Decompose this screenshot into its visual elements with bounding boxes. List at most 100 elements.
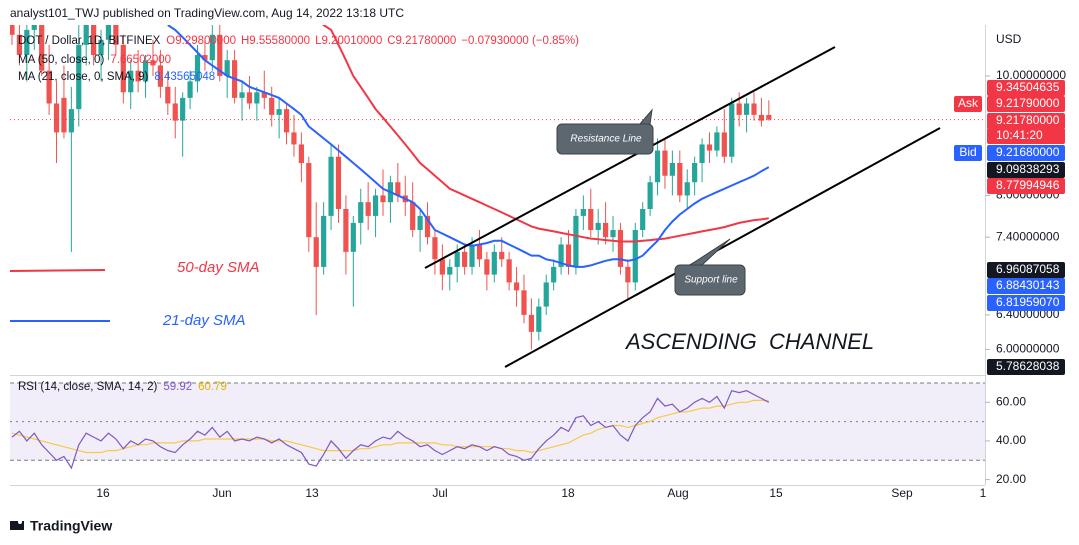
x-tick-label: 18 [561,486,575,500]
ma50-value: 7.66502000 [110,54,171,66]
rsi-legend: RSI (14, close, SMA, 14, 2) 59.92 60.79 [18,381,227,393]
candle-body [24,29,30,56]
symbol: DOT / Dollar, 1D, BITFINEX [18,35,161,47]
candle-body [521,290,527,315]
price-tag [987,359,1065,375]
candle-body [269,97,275,115]
candle-body [61,97,67,133]
candle-body [528,314,534,332]
candle-body [31,25,37,30]
x-tick-label: 1 [980,486,987,500]
price-tag [987,278,1065,294]
candle-body [469,244,475,267]
candle-body [194,55,201,82]
ma50-legend: MA (50, close, 0) 7.66502000 [18,54,171,66]
price-tag-label: 6.96087058 [996,262,1060,276]
y-tick-label: 10.00000000 [996,68,1066,82]
candle-body [187,81,193,98]
candle-body [291,132,297,145]
candle-body [617,229,624,267]
candle-body [543,282,549,307]
candle-body [83,25,89,45]
candle-body [476,244,483,260]
candle-body [625,266,631,283]
candle-body [39,25,45,71]
candle-body [53,103,60,133]
candle-body [766,114,772,120]
resistance-label: Resistance Line [570,134,642,145]
candle-body [246,92,253,104]
candle-body [202,55,208,61]
x-tick-label: Aug [667,486,688,500]
candle-body [484,259,490,275]
price-tag-label: 9.21780000 [996,113,1060,127]
rsi-value: 59.92 [163,381,192,393]
price-tag-label: 9.09838293 [996,162,1060,176]
price-tag [987,145,1065,161]
side-tag [954,145,982,161]
candle-body [573,215,579,267]
candle-body [632,229,638,283]
tv-logo [10,520,24,530]
candle-body [721,132,727,157]
price-tag-label: 6.88430143 [996,278,1060,292]
candle-body [10,25,15,35]
price-tag-label: 9.34504635 [996,80,1060,94]
resistance-callout [556,108,654,155]
price-tag-label: 6.81959070 [996,295,1060,309]
price-tag [987,295,1065,311]
candle-body [513,282,520,291]
footer-brand: TradingView [30,518,112,534]
candle-body [699,144,705,163]
candle-body [558,244,564,267]
candle-body [706,144,713,151]
candle-body [276,109,282,115]
candle-body [751,103,757,115]
channel-lower [504,127,941,368]
candle-body [68,109,74,133]
y-tick-label: 6.00000000 [996,342,1060,356]
candle-body [491,251,497,275]
candle-body [610,229,616,238]
quote-open: O9.29800000 [166,35,236,47]
quote-low: L9.20010000 [315,35,382,47]
candle-body [684,182,690,196]
price-tag-label: 9.21790000 [996,96,1060,110]
side-tag [954,96,982,112]
pattern-annotation: ASCENDING CHANNEL [624,329,874,354]
rsi-line [11,389,770,470]
candle-body [395,182,401,196]
candle-body [640,208,646,230]
sma50-annotation: 50-day SMA [177,259,260,276]
price-tag [987,128,1065,144]
rsi-pane [10,382,985,470]
rsi-tick-label: 40.00 [996,433,1026,447]
price-tag [987,162,1065,178]
price-tag-label: 8.77994946 [996,178,1060,192]
price-tag [987,96,1065,112]
candle-body [76,44,82,110]
candle-body [603,222,609,238]
ma21-legend: MA (21, close, 0, SMA, 9) 8.43565048 [18,71,215,83]
candle-body [506,259,512,283]
candle-body [180,97,186,121]
candle-body [417,215,423,230]
candle-body [306,162,312,238]
rsi-tick-label: 20.00 [996,472,1026,486]
candle-body [283,109,290,133]
x-tick-label: Jun [212,486,231,500]
candle-body [536,306,542,332]
candle-body [335,156,342,209]
candle-body [350,222,356,252]
candle-body [157,65,163,87]
x-tick-label: 15 [769,486,783,500]
candle-body [358,202,364,223]
candle-body [736,103,742,115]
sma21-annotation: 21-day SMA [162,312,246,329]
quote-high: H9.55580000 [241,35,310,47]
currency: USD [996,32,1022,46]
side-tag-label: Ask [958,96,979,110]
candle-body [551,266,557,283]
